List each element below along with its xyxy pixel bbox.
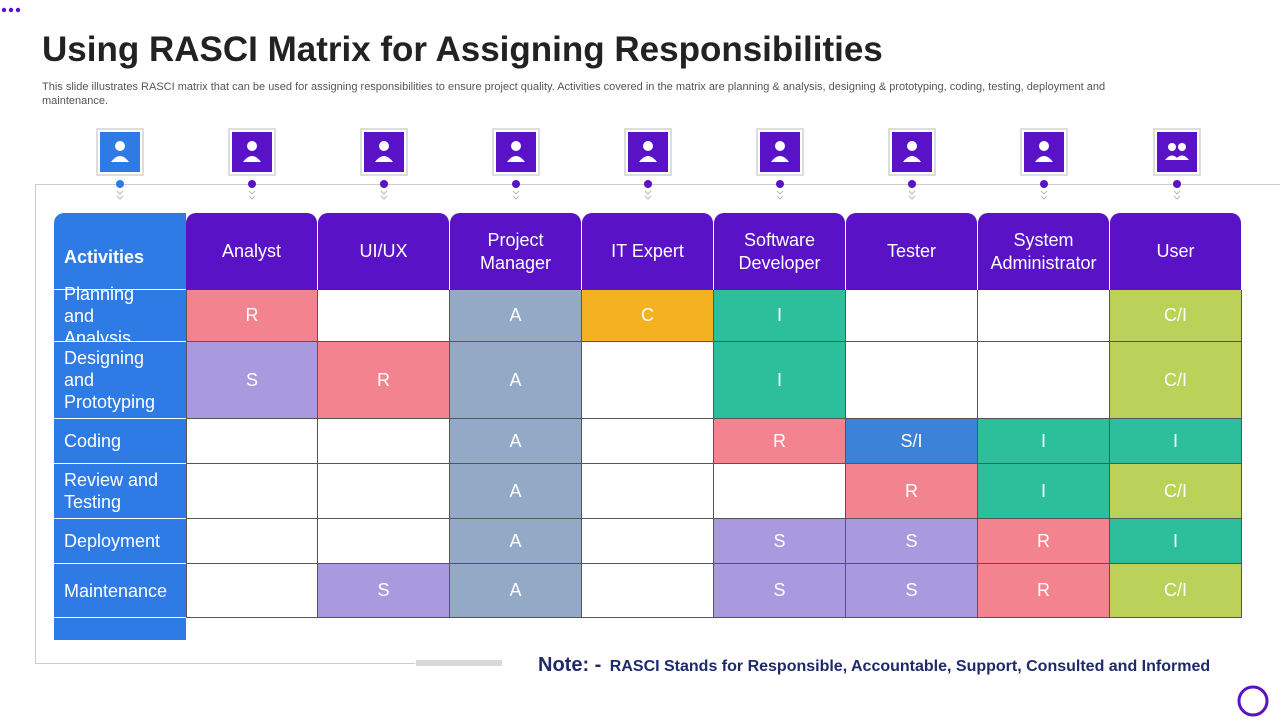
rasci-cell xyxy=(582,342,714,419)
rasci-cell: S xyxy=(714,564,846,618)
rasci-cell: C/I xyxy=(1110,342,1242,419)
rasci-cell xyxy=(186,464,318,519)
rasci-cell xyxy=(318,290,450,342)
rasci-cell: S/I xyxy=(846,419,978,464)
rasci-cell xyxy=(582,519,714,564)
rasci-cell: S xyxy=(846,564,978,618)
rasci-cell: A xyxy=(450,290,582,342)
role-icon xyxy=(756,128,804,176)
note: Note: - RASCI Stands for Responsible, Ac… xyxy=(538,654,1210,677)
role-icon xyxy=(1020,128,1068,176)
logo-circle xyxy=(1237,685,1269,717)
role-icon xyxy=(888,128,936,176)
connector xyxy=(379,179,389,203)
corner-header: Activities xyxy=(54,213,186,290)
column-header: UI/UX xyxy=(318,213,449,290)
rasci-cell: S xyxy=(318,564,450,618)
role-icon xyxy=(96,128,144,176)
connector xyxy=(247,179,257,203)
rasci-cell xyxy=(318,519,450,564)
rasci-cell: A xyxy=(450,342,582,419)
frame xyxy=(35,184,1280,664)
rasci-cell xyxy=(186,419,318,464)
activity: Coding xyxy=(54,419,186,464)
rasci-cell xyxy=(186,564,318,618)
rasci-cell: A xyxy=(450,519,582,564)
column-header: Analyst xyxy=(186,213,317,290)
rasci-cell: S xyxy=(714,519,846,564)
connector xyxy=(511,179,521,203)
rasci-cell xyxy=(582,419,714,464)
rasci-cell: A xyxy=(450,464,582,519)
column-header: Tester xyxy=(846,213,977,290)
connector xyxy=(115,179,125,203)
grey-bar xyxy=(416,660,502,666)
rasci-cell: R xyxy=(978,564,1110,618)
rasci-cell: C/I xyxy=(1110,564,1242,618)
column-header: Project Manager xyxy=(450,213,581,290)
rasci-cell xyxy=(318,464,450,519)
rasci-cell: I xyxy=(714,290,846,342)
column-header: IT Expert xyxy=(582,213,713,290)
frame-bottom xyxy=(35,663,415,664)
subtitle: This slide illustrates RASCI matrix that… xyxy=(42,81,1106,107)
role-icon xyxy=(1153,128,1201,176)
column-header: System Administrator xyxy=(978,213,1109,290)
rasci-cell: R xyxy=(714,419,846,464)
dots xyxy=(0,0,24,13)
rasci-cell xyxy=(978,290,1110,342)
rasci-cell: I xyxy=(714,342,846,419)
role-icon xyxy=(228,128,276,176)
rasci-cell: A xyxy=(450,419,582,464)
rasci-cell xyxy=(846,290,978,342)
rasci-cell: S xyxy=(186,342,318,419)
rasci-cell: C/I xyxy=(1110,464,1242,519)
rasci-cell: I xyxy=(978,419,1110,464)
column-header: Software Developer xyxy=(714,213,845,290)
role-icon xyxy=(360,128,408,176)
activity: Deployment xyxy=(54,519,186,564)
rasci-cell xyxy=(186,519,318,564)
note-text: RASCI Stands for Responsible, Accountabl… xyxy=(609,658,1211,675)
role-icon xyxy=(624,128,672,176)
connector xyxy=(1172,179,1182,203)
title: Using RASCI Matrix for Assigning Respons… xyxy=(42,30,883,69)
rasci-cell: C xyxy=(582,290,714,342)
connector xyxy=(775,179,785,203)
rasci-cell xyxy=(318,419,450,464)
note-label: Note: - xyxy=(538,654,602,676)
rasci-cell: R xyxy=(318,342,450,419)
activity: Review and Testing xyxy=(54,464,186,519)
rasci-cell xyxy=(846,342,978,419)
rasci-cell: R xyxy=(846,464,978,519)
rasci-cell: R xyxy=(186,290,318,342)
rasci-cell xyxy=(582,564,714,618)
activity: Planning and Analysis xyxy=(54,284,186,348)
rasci-cell: I xyxy=(1110,519,1242,564)
rasci-cell: I xyxy=(978,464,1110,519)
rasci-cell xyxy=(714,464,846,519)
rasci-cell xyxy=(582,464,714,519)
connector xyxy=(907,179,917,203)
connector xyxy=(643,179,653,203)
connector xyxy=(1039,179,1049,203)
activity: Maintenance xyxy=(54,564,186,618)
rasci-cell: R xyxy=(978,519,1110,564)
activities-tail xyxy=(54,618,186,640)
role-icon xyxy=(492,128,540,176)
activity: Designing and Prototyping xyxy=(54,342,186,419)
rasci-cell xyxy=(978,342,1110,419)
rasci-cell: C/I xyxy=(1110,290,1242,342)
rasci-cell: S xyxy=(846,519,978,564)
rasci-cell: I xyxy=(1110,419,1242,464)
column-header: User xyxy=(1110,213,1241,290)
rasci-cell: A xyxy=(450,564,582,618)
